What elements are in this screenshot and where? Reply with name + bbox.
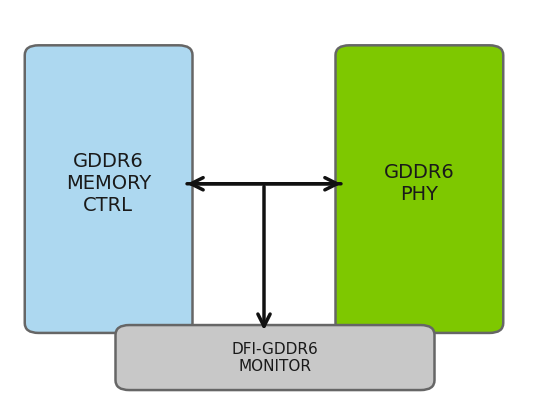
FancyBboxPatch shape xyxy=(116,325,435,390)
FancyBboxPatch shape xyxy=(336,45,503,333)
Text: DFI-GDDR6
MONITOR: DFI-GDDR6 MONITOR xyxy=(232,342,318,374)
Text: GDDR6
MEMORY
CTRL: GDDR6 MEMORY CTRL xyxy=(66,152,151,215)
Text: GDDR6
PHY: GDDR6 PHY xyxy=(384,163,454,204)
FancyBboxPatch shape xyxy=(25,45,192,333)
